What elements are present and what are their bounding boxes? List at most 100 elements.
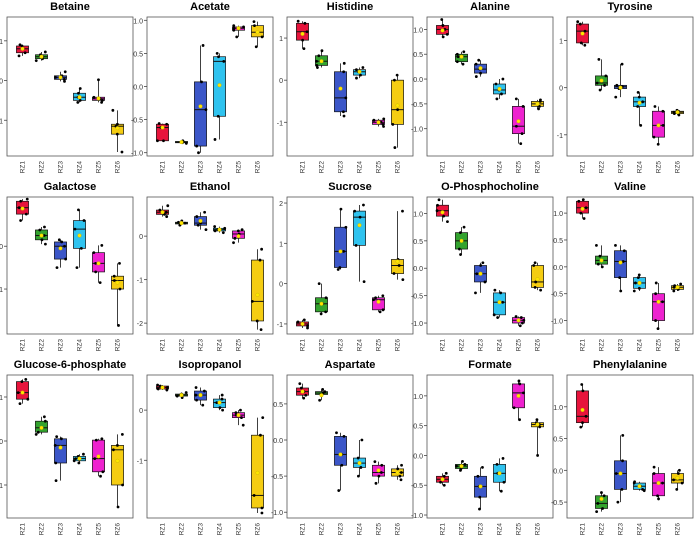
sample-point xyxy=(235,35,239,39)
sample-point xyxy=(221,408,224,412)
sample-point xyxy=(220,397,224,401)
y-tick-label: -1.0 xyxy=(411,127,423,134)
mean-marker xyxy=(675,110,680,115)
sample-point xyxy=(535,418,539,422)
y-tick-label: 1 xyxy=(279,241,283,248)
sample-point xyxy=(43,50,47,54)
sample-point xyxy=(595,81,599,85)
sample-point xyxy=(578,22,582,26)
sample-point xyxy=(54,461,58,465)
sample-point xyxy=(358,215,362,219)
x-tick-label: RZ6 xyxy=(535,339,542,352)
sample-point xyxy=(18,402,22,405)
panel-acetate: Acetate -1.0 -0.5 0.0 0.5 1.0 RZ1 RZ2 RZ3 RZ4 RZ5 R… xyxy=(131,1,274,173)
x-tick-label: RZ2 xyxy=(459,339,466,352)
sample-point xyxy=(303,21,307,25)
mean-marker xyxy=(357,69,362,74)
sample-point xyxy=(359,466,363,469)
sample-point xyxy=(373,460,377,464)
x-tick-label: RZ5 xyxy=(96,339,103,352)
sample-point xyxy=(381,294,385,298)
sample-point xyxy=(500,92,503,96)
sample-point xyxy=(221,231,225,235)
sample-point xyxy=(637,95,641,99)
panel-title: Ethanol xyxy=(190,181,230,193)
y-tick-label: 1.0 xyxy=(413,394,423,401)
sample-point xyxy=(62,77,66,81)
sample-point xyxy=(63,70,67,74)
panel-title: Acetate xyxy=(190,1,230,13)
y-tick-label: -0.5 xyxy=(271,474,283,481)
sample-point xyxy=(36,430,40,434)
mean-marker xyxy=(516,318,521,323)
mean-marker xyxy=(599,258,604,263)
sample-point xyxy=(496,316,500,319)
sample-point xyxy=(442,483,446,487)
y-tick-label: 2 xyxy=(279,201,283,208)
sample-point xyxy=(602,494,606,498)
y-tick-label: 0.5 xyxy=(413,424,423,431)
sample-point xyxy=(53,444,57,447)
sample-point xyxy=(462,50,466,54)
mean-marker xyxy=(599,78,604,83)
sample-point xyxy=(614,243,617,247)
mean-marker xyxy=(236,26,241,31)
sample-point xyxy=(378,310,382,314)
sample-point xyxy=(604,74,608,78)
sample-point xyxy=(165,122,169,126)
y-tick-label: 0.0 xyxy=(273,438,283,445)
sample-point xyxy=(43,419,47,423)
y-tick-label: -1 xyxy=(0,483,3,490)
mean-marker xyxy=(236,234,241,239)
sample-point xyxy=(620,488,624,491)
y-tick-label: 1 xyxy=(279,36,283,43)
x-tick-label: RZ3 xyxy=(338,523,345,536)
sample-point xyxy=(261,416,265,420)
mean-marker xyxy=(255,30,260,35)
x-tick-label: RZ1 xyxy=(580,161,587,174)
sample-point xyxy=(615,83,619,87)
x-tick-label: RZ2 xyxy=(39,161,46,174)
mean-marker xyxy=(20,390,25,395)
y-tick-label: -1 xyxy=(137,458,143,465)
mean-marker xyxy=(20,46,25,51)
y-tick-label: -1 xyxy=(0,287,3,294)
sample-point xyxy=(112,274,116,278)
y-tick-label: 0.5 xyxy=(413,52,423,59)
y-tick-label: -0.5 xyxy=(411,483,423,490)
sample-point xyxy=(342,434,346,438)
sample-point xyxy=(441,24,445,27)
mean-marker xyxy=(198,393,203,398)
sample-point xyxy=(77,91,80,95)
mean-marker xyxy=(580,407,585,412)
mean-marker xyxy=(478,66,483,71)
sample-point xyxy=(200,80,203,84)
y-tick-label: -1 xyxy=(277,120,283,127)
y-tick-label: -0.5 xyxy=(411,102,423,109)
sample-point xyxy=(512,406,516,410)
sample-point xyxy=(619,289,623,293)
sample-point xyxy=(217,55,220,59)
sample-point xyxy=(478,495,482,499)
sample-point xyxy=(194,386,198,389)
mean-marker xyxy=(580,31,585,36)
x-tick-label: RZ2 xyxy=(319,161,326,174)
sample-point xyxy=(82,452,85,456)
sample-point xyxy=(201,44,205,47)
sample-point xyxy=(302,47,306,50)
sample-point xyxy=(34,433,38,436)
x-tick-label: RZ1 xyxy=(160,523,167,536)
panel-aspartate: Aspartate -1.0 -0.5 0.0 0.5 RZ1 RZ2 RZ3 RZ4 RZ5 RZ… xyxy=(271,359,414,536)
y-tick-label: 1.0 xyxy=(413,27,423,34)
mean-marker xyxy=(376,120,381,125)
mean-marker xyxy=(675,475,680,480)
sample-point xyxy=(678,468,681,472)
sample-point xyxy=(342,114,346,118)
x-tick-label: RZ3 xyxy=(58,161,65,174)
sample-point xyxy=(165,215,169,218)
sample-point xyxy=(614,472,618,475)
sample-point xyxy=(156,383,159,387)
x-tick-label: RZ6 xyxy=(675,339,682,352)
panel-frame xyxy=(6,196,134,335)
sample-point xyxy=(661,300,664,304)
